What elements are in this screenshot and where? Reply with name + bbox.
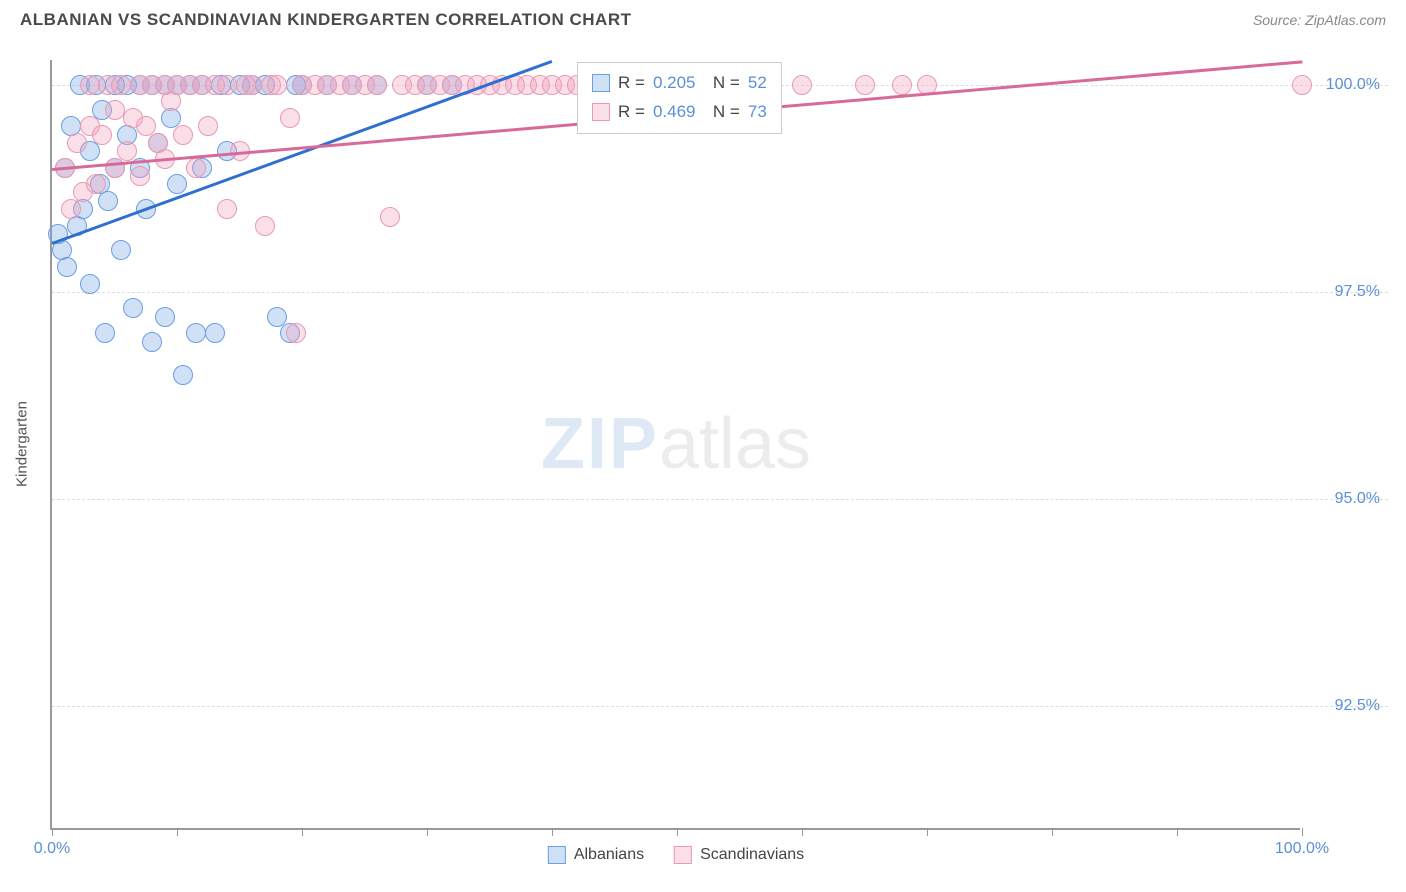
legend-r-value: 0.205 [653, 69, 696, 98]
scatter-point [173, 125, 193, 145]
bottom-legend-label: Scandinavians [700, 846, 804, 864]
scatter-point [111, 75, 131, 95]
scatter-point [186, 158, 206, 178]
scatter-point [105, 100, 125, 120]
legend-swatch [592, 103, 610, 121]
scatter-point [80, 75, 100, 95]
stats-legend-row: R = 0.469 N = 73 [592, 98, 767, 127]
watermark-atlas: atlas [659, 404, 811, 484]
legend-swatch [548, 846, 566, 864]
scatter-point [367, 75, 387, 95]
legend-swatch [674, 846, 692, 864]
chart-header: ALBANIAN VS SCANDINAVIAN KINDERGARTEN CO… [0, 0, 1406, 38]
scatter-point [95, 323, 115, 343]
x-tick-label: 100.0% [1275, 840, 1329, 858]
scatter-point [242, 75, 262, 95]
x-tick [302, 828, 303, 836]
gridline-horizontal [52, 292, 1388, 293]
chart-title: ALBANIAN VS SCANDINAVIAN KINDERGARTEN CO… [20, 10, 631, 30]
gridline-horizontal [52, 706, 1388, 707]
scatter-point [167, 174, 187, 194]
x-tick [552, 828, 553, 836]
scatter-point [92, 125, 112, 145]
scatter-point [217, 199, 237, 219]
scatter-point [105, 158, 125, 178]
bottom-legend-item: Albanians [548, 846, 644, 864]
scatter-point [855, 75, 875, 95]
x-tick [677, 828, 678, 836]
x-tick [1302, 828, 1303, 836]
legend-r-label: R = [618, 98, 645, 127]
scatter-point [267, 75, 287, 95]
legend-n-value: 52 [748, 69, 767, 98]
scatter-point [205, 323, 225, 343]
scatter-point [142, 332, 162, 352]
y-tick-label: 95.0% [1310, 490, 1380, 508]
y-tick-label: 97.5% [1310, 283, 1380, 301]
scatter-point [286, 323, 306, 343]
scatter-point [1292, 75, 1312, 95]
stats-legend: R = 0.205 N = 52R = 0.469 N = 73 [577, 62, 782, 134]
legend-n-label: N = [703, 69, 739, 98]
watermark: ZIPatlas [541, 403, 811, 485]
x-tick [1052, 828, 1053, 836]
watermark-zip: ZIP [541, 404, 659, 484]
x-tick [427, 828, 428, 836]
x-tick-label: 0.0% [34, 840, 70, 858]
x-tick [802, 828, 803, 836]
legend-swatch [592, 74, 610, 92]
x-tick [1177, 828, 1178, 836]
legend-n-value: 73 [748, 98, 767, 127]
scatter-point [86, 174, 106, 194]
y-axis-label: Kindergarten [14, 401, 31, 487]
bottom-legend: Albanians Scandinavians [548, 846, 804, 864]
scatter-point [155, 307, 175, 327]
scatter-point [130, 166, 150, 186]
y-tick-label: 92.5% [1310, 697, 1380, 715]
gridline-horizontal [52, 499, 1388, 500]
x-tick [927, 828, 928, 836]
scatter-point [380, 207, 400, 227]
scatter-point [280, 108, 300, 128]
scatter-point [792, 75, 812, 95]
scatter-point [217, 75, 237, 95]
y-tick-label: 100.0% [1310, 76, 1380, 94]
bottom-legend-label: Albanians [574, 846, 644, 864]
legend-n-label: N = [703, 98, 739, 127]
stats-legend-row: R = 0.205 N = 52 [592, 69, 767, 98]
scatter-point [111, 240, 131, 260]
scatter-point [198, 116, 218, 136]
x-tick [177, 828, 178, 836]
source-attribution: Source: ZipAtlas.com [1253, 12, 1386, 28]
scatter-point [123, 298, 143, 318]
legend-r-label: R = [618, 69, 645, 98]
scatter-point [186, 323, 206, 343]
scatter-point [892, 75, 912, 95]
scatter-point [80, 274, 100, 294]
scatter-point [67, 133, 87, 153]
bottom-legend-item: Scandinavians [674, 846, 804, 864]
scatter-point [61, 199, 81, 219]
plot-area: Kindergarten ZIPatlas AlbaniansScandinav… [50, 60, 1300, 830]
legend-r-value: 0.469 [653, 98, 696, 127]
x-tick [52, 828, 53, 836]
scatter-point [173, 365, 193, 385]
scatter-point [117, 141, 137, 161]
scatter-point [57, 257, 77, 277]
chart-container: Kindergarten ZIPatlas AlbaniansScandinav… [50, 60, 1386, 830]
scatter-point [255, 216, 275, 236]
scatter-point [98, 191, 118, 211]
